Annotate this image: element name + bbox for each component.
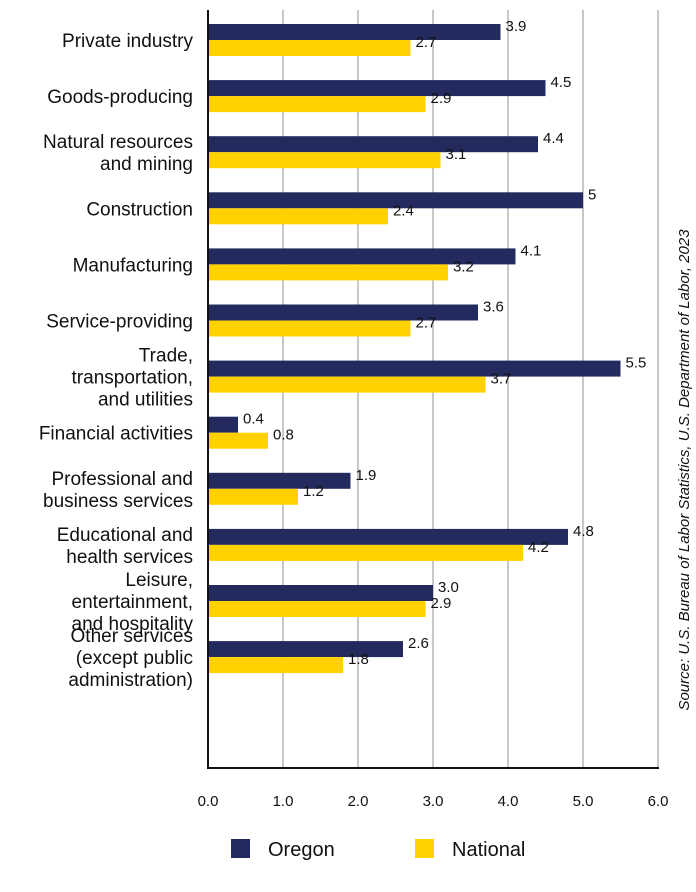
bar-oregon-natural-resources-and-mining: [208, 136, 538, 153]
x-tick-label: 4.0: [498, 793, 519, 810]
bar-oregon-construction: [208, 192, 583, 209]
category-label-professional-and-business-services: Professional and business services: [43, 469, 193, 512]
bar-national-educational-and-health-services: [208, 544, 523, 561]
value-label-national-manufacturing: 3.2: [453, 258, 474, 275]
bar-national-manufacturing: [208, 264, 448, 281]
bar-oregon-leisure-entertainment-and-hospitality: [208, 585, 433, 601]
value-label-national-financial-activities: 0.8: [273, 427, 294, 444]
value-label-oregon-professional-and-business-services: 1.9: [356, 467, 377, 484]
legend-swatch-national: [415, 839, 434, 858]
category-label-private-industry: Private industry: [62, 31, 193, 52]
value-label-national-trade-transportation-and-utilities: 3.7: [491, 371, 512, 388]
bar-oregon-service-providing: [208, 304, 478, 321]
bar-national-natural-resources-and-mining: [208, 152, 441, 169]
category-label-other-services-except-public-administration: Other services (except public administrati…: [68, 626, 193, 691]
value-label-oregon-other-services-except-public-administration: 2.6: [408, 635, 429, 652]
bar-oregon-financial-activities: [208, 416, 238, 433]
category-labels: Private industry Goods-producing Natural r…: [39, 31, 194, 691]
category-label-goods-producing: Goods-producing: [47, 87, 193, 108]
value-label-oregon-trade-transportation-and-utilities: 5.5: [626, 355, 647, 372]
bar-national-leisure-entertainment-and-hospitality: [208, 601, 426, 617]
axes: 0.0 1.0 2.0 3.0 4.0 5.0 6.0: [198, 10, 669, 810]
value-label-national-natural-resources-and-mining: 3.1: [446, 146, 467, 163]
category-label-trade-transportation-and-utilities: Trade, transportation, and utilities: [72, 346, 193, 411]
category-label-service-providing: Service-providing: [46, 312, 193, 333]
value-label-national-educational-and-health-services: 4.2: [528, 539, 549, 556]
value-label-oregon-natural-resources-and-mining: 4.4: [543, 130, 564, 147]
legend: Oregon National: [231, 839, 525, 861]
value-label-national-professional-and-business-services: 1.2: [303, 483, 324, 500]
bar-oregon-other-services-except-public-administration: [208, 641, 403, 658]
bar-national-other-services-except-public-administration: [208, 657, 343, 674]
value-label-oregon-manufacturing: 4.1: [521, 242, 542, 259]
x-tick-label: 0.0: [198, 793, 219, 810]
bar-oregon-professional-and-business-services: [208, 472, 351, 489]
bars: [208, 24, 621, 674]
bar-national-construction: [208, 208, 388, 225]
category-label-natural-resources-and-mining: Natural resources and mining: [43, 132, 193, 175]
x-tick-label: 5.0: [573, 793, 594, 810]
bar-oregon-educational-and-health-services: [208, 528, 568, 545]
x-tick-label: 1.0: [273, 793, 294, 810]
category-label-educational-and-health-services: Educational and health services: [57, 525, 193, 568]
x-tick-label: 6.0: [648, 793, 669, 810]
bar-national-trade-transportation-and-utilities: [208, 376, 486, 393]
value-label-oregon-construction: 5: [588, 186, 596, 203]
bar-oregon-goods-producing: [208, 80, 546, 97]
value-label-oregon-service-providing: 3.6: [483, 299, 504, 316]
value-label-national-private-industry: 2.7: [416, 34, 437, 51]
category-label-financial-activities: Financial activities: [39, 424, 193, 445]
value-label-oregon-leisure-entertainment-and-hospitality: 3.0: [438, 579, 459, 596]
bar-oregon-manufacturing: [208, 248, 516, 265]
value-label-national-leisure-entertainment-and-hospitality: 2.9: [431, 595, 452, 612]
value-label-oregon-educational-and-health-services: 4.8: [573, 523, 594, 540]
value-label-national-other-services-except-public-administration: 1.8: [348, 651, 369, 668]
bar-national-service-providing: [208, 320, 411, 337]
value-label-oregon-private-industry: 3.9: [506, 18, 527, 35]
bar-oregon-trade-transportation-and-utilities: [208, 360, 621, 377]
bar-oregon-private-industry: [208, 24, 501, 40]
value-label-national-construction: 2.4: [393, 202, 414, 219]
value-label-national-goods-producing: 2.9: [431, 90, 452, 107]
value-label-oregon-financial-activities: 0.4: [243, 411, 264, 428]
value-label-oregon-goods-producing: 4.5: [551, 74, 572, 91]
value-labels: 3.9 2.7 4.5 2.9 4.4 3.1 5 2.4 4.1 3.2 3.6 2.7 5.5 3.7…: [243, 18, 646, 668]
x-tick-label: 2.0: [348, 793, 369, 810]
legend-swatch-oregon: [231, 839, 250, 858]
x-tick-label: 3.0: [423, 793, 444, 810]
category-label-construction: Construction: [86, 199, 193, 220]
bar-national-goods-producing: [208, 96, 426, 113]
category-label-manufacturing: Manufacturing: [73, 255, 193, 276]
bar-national-private-industry: [208, 40, 411, 56]
value-label-national-service-providing: 2.7: [416, 315, 437, 332]
category-label-leisure-entertainment-and-hospitality: Leisure, entertainment, and hospitality: [72, 570, 194, 635]
legend-label-oregon: Oregon: [268, 839, 335, 861]
bar-national-financial-activities: [208, 432, 268, 449]
bar-national-professional-and-business-services: [208, 488, 298, 505]
source-note: Source: U.S. Bureau of Labor Statistics,…: [676, 229, 693, 711]
legend-label-national: National: [452, 839, 525, 861]
